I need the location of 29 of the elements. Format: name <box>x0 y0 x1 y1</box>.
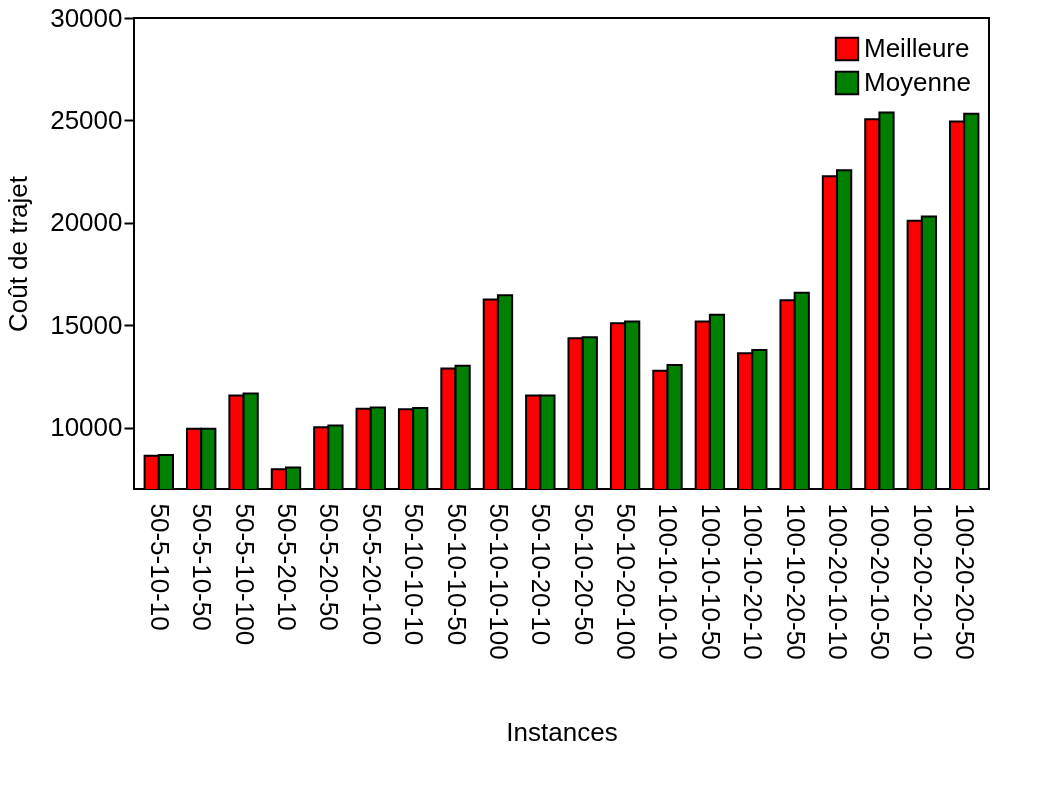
x-tick-label: 50-10-10-50 <box>441 503 472 646</box>
y-tick-label: 20000 <box>50 207 123 238</box>
x-tick-label: 100-20-20-50 <box>950 503 981 660</box>
x-tick-label: 100-10-10-10 <box>653 503 684 660</box>
x-tick-label: 50-10-20-100 <box>611 503 642 660</box>
x-tick-label: 50-5-20-10 <box>271 503 302 631</box>
x-tick-label: 50-5-10-10 <box>144 503 175 631</box>
y-tick-label: 25000 <box>50 104 123 135</box>
legend-label: Moyenne <box>864 67 971 97</box>
x-tick-label: 100-20-20-10 <box>907 503 938 660</box>
x-tick-label: 50-10-10-10 <box>399 503 430 646</box>
x-tick-label: 100-20-10-50 <box>865 503 896 660</box>
x-tick-label: 50-10-20-50 <box>568 503 599 646</box>
x-tick-label: 100-10-20-50 <box>780 503 811 660</box>
x-tick-label: 100-10-20-10 <box>738 503 769 660</box>
x-tick-label: 100-10-10-50 <box>695 503 726 660</box>
x-tick-label: 50-5-20-100 <box>356 503 387 646</box>
y-tick-label: 15000 <box>50 309 123 340</box>
x-tick-label: 50-5-10-100 <box>229 503 260 646</box>
x-axis-title: Instances <box>506 716 618 747</box>
x-tick-label: 50-10-20-10 <box>526 503 557 646</box>
legend-label: Meilleure <box>864 33 970 63</box>
x-tick-label: 50-10-10-100 <box>483 503 514 660</box>
y-tick-label: 30000 <box>50 2 123 33</box>
x-tick-label: 50-5-20-50 <box>314 503 345 631</box>
x-tick-label: 50-5-10-50 <box>187 503 218 631</box>
y-axis-title: Coût de trajet <box>3 175 34 333</box>
x-tick-label: 100-20-10-10 <box>823 503 854 660</box>
y-tick-label: 10000 <box>50 412 123 443</box>
